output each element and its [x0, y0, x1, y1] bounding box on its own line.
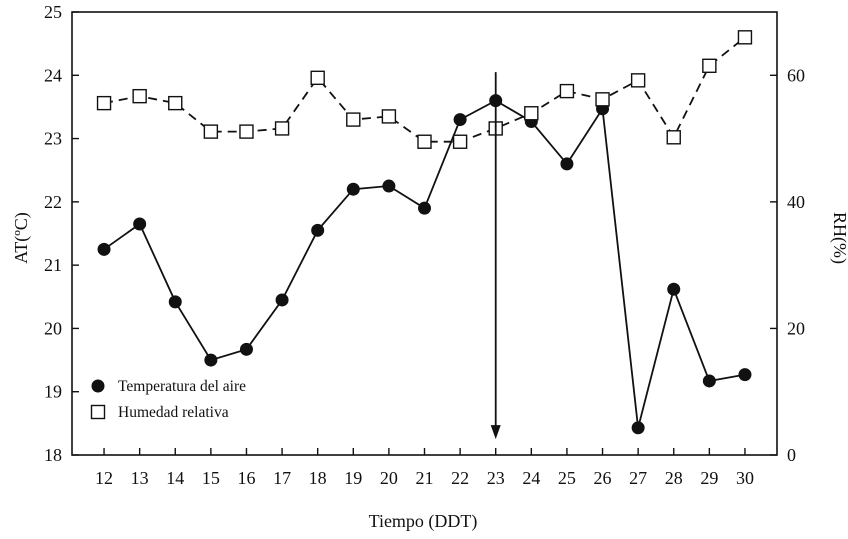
- data-point-humidity: [96, 95, 112, 111]
- chart-annotations: [490, 72, 501, 440]
- data-point-temperature: [738, 368, 752, 382]
- series-line-humidity: [103, 36, 746, 143]
- y-tick-label-right: 40: [787, 192, 805, 212]
- x-tick-label: 14: [166, 468, 184, 488]
- data-point-temperature: [702, 374, 716, 388]
- y-tick-label-left: 20: [44, 318, 62, 338]
- x-tick-label: 20: [380, 468, 398, 488]
- x-tick-label: 29: [700, 468, 718, 488]
- data-point-humidity: [203, 124, 219, 139]
- data-point-temperature: [667, 282, 681, 296]
- x-tick-label: 15: [202, 468, 220, 488]
- legend-label: Humedad relativa: [118, 404, 229, 421]
- data-point-humidity: [524, 106, 539, 121]
- legend-marker-temperature: [91, 379, 105, 393]
- data-point-humidity: [702, 58, 717, 73]
- chart-legend: Temperatura del aire Humedad relativa: [90, 378, 246, 421]
- chart-series: [96, 30, 753, 435]
- x-tick-label: 16: [237, 468, 255, 488]
- data-point-temperature: [311, 223, 325, 237]
- data-point-humidity: [239, 124, 254, 139]
- x-tick-label: 25: [558, 468, 576, 488]
- x-tick-label: 12: [95, 468, 113, 488]
- data-point-humidity: [417, 134, 432, 149]
- x-tick-label: 13: [131, 468, 149, 488]
- data-point-humidity: [346, 112, 361, 127]
- y-axis-label-left: AT(ºC): [11, 212, 32, 264]
- data-point-temperature: [168, 295, 182, 309]
- x-tick-label: 22: [451, 468, 469, 488]
- data-point-humidity: [381, 109, 397, 124]
- x-tick-label: 27: [629, 468, 647, 488]
- y-tick-label-left: 21: [44, 255, 62, 275]
- data-point-humidity: [737, 30, 753, 45]
- data-point-humidity: [595, 92, 610, 107]
- y-tick-label-left: 23: [44, 129, 62, 149]
- y-tick-label-left: 24: [44, 65, 62, 85]
- data-point-temperature: [204, 353, 218, 367]
- legend-marker-humidity: [90, 404, 106, 420]
- x-tick-label: 18: [309, 468, 327, 488]
- data-point-humidity: [132, 88, 147, 104]
- y-tick-label-left: 18: [44, 445, 62, 465]
- x-tick-label: 26: [594, 468, 612, 488]
- x-tick-label: 28: [665, 468, 683, 488]
- data-point-humidity: [274, 121, 290, 136]
- y-tick-label-right: 60: [787, 65, 805, 85]
- x-tick-label: 19: [344, 468, 362, 488]
- data-point-humidity: [168, 95, 183, 111]
- data-point-temperature: [453, 113, 467, 127]
- chart-ticks: 12 13 14 15 16 17 18 19 20 21 22 23 24 25 26 27 28 29 30 18…: [44, 2, 805, 488]
- annotation-arrow-head: [490, 425, 501, 440]
- data-point-humidity: [630, 73, 646, 88]
- data-point-humidity: [666, 130, 681, 145]
- data-point-humidity: [310, 70, 325, 86]
- data-point-temperature: [97, 242, 111, 256]
- y-tick-label-left: 19: [44, 382, 62, 402]
- y-tick-label-left: 25: [44, 2, 62, 22]
- x-axis-label: Tiempo (DDT): [369, 511, 478, 532]
- data-point-humidity: [452, 134, 468, 149]
- data-point-temperature: [133, 217, 147, 231]
- legend-label: Temperatura del aire: [118, 378, 246, 395]
- data-point-temperature: [631, 421, 645, 435]
- data-point-temperature: [239, 342, 253, 356]
- x-tick-label: 23: [487, 468, 505, 488]
- data-point-temperature: [382, 179, 396, 193]
- data-point-humidity: [559, 83, 575, 99]
- x-tick-label: 24: [522, 468, 540, 488]
- y-tick-label-left: 22: [44, 192, 62, 212]
- data-point-temperature: [418, 201, 431, 215]
- y-tick-label-right: 20: [787, 318, 805, 338]
- y-axis-label-right: RH(%): [829, 212, 848, 264]
- data-point-temperature: [275, 293, 289, 307]
- x-tick-label: 30: [736, 468, 754, 488]
- data-point-temperature: [346, 182, 360, 196]
- x-tick-label: 21: [416, 468, 434, 488]
- x-tick-label: 17: [273, 468, 291, 488]
- y-tick-label-right: 0: [787, 445, 796, 465]
- data-point-temperature: [560, 157, 574, 171]
